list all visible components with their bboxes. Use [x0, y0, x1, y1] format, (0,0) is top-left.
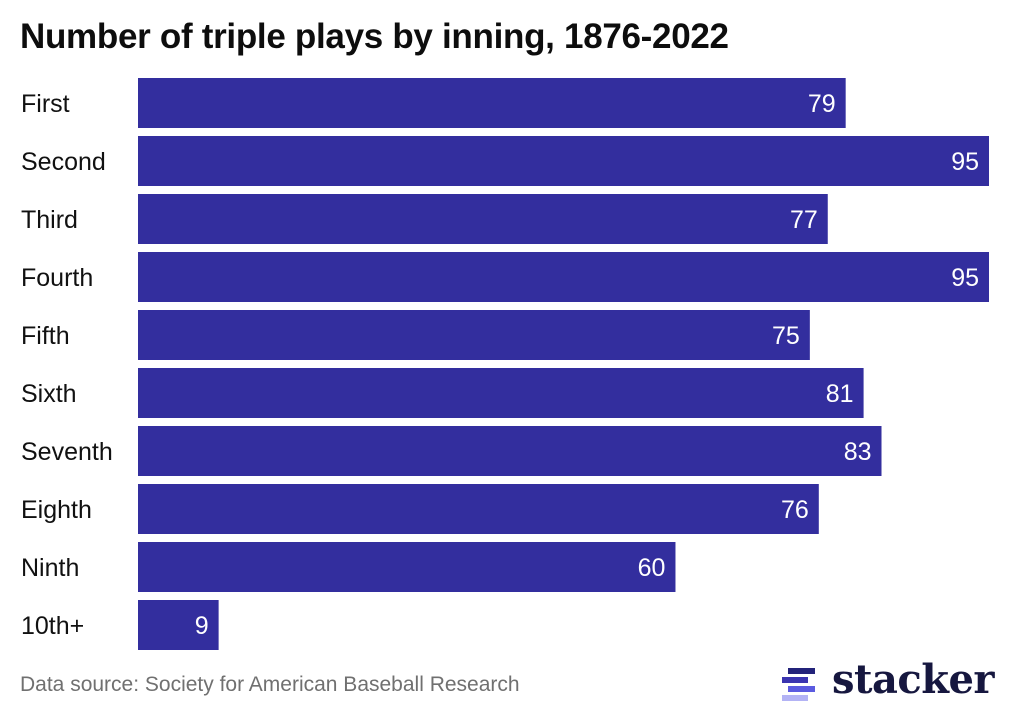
bar	[138, 78, 846, 128]
bar	[138, 194, 828, 244]
value-label: 95	[951, 264, 979, 292]
bar	[138, 600, 219, 650]
bar	[138, 252, 989, 302]
category-label: Sixth	[21, 380, 77, 408]
logo-bar-icon	[788, 686, 815, 692]
logo-bar-icon	[782, 677, 808, 683]
category-label: Second	[21, 148, 106, 176]
category-label: Ninth	[21, 554, 79, 582]
data-source: Data source: Society for American Baseba…	[20, 673, 520, 696]
bar	[138, 484, 819, 534]
category-label: 10th+	[21, 612, 84, 640]
bar-chart: First 79 Second 95 Third 77 Fourth 95 Fifth 75 Six…	[21, 78, 989, 650]
category-label: Fifth	[21, 322, 70, 350]
bar	[138, 136, 989, 186]
category-label: Seventh	[21, 438, 113, 466]
value-label: 9	[195, 612, 209, 640]
value-label: 79	[808, 90, 836, 118]
logo-bar-icon	[788, 668, 815, 674]
stacker-logo: stacker	[780, 656, 1000, 706]
bar	[138, 542, 676, 592]
bar	[138, 310, 810, 360]
value-label: 83	[844, 438, 872, 466]
category-label: Fourth	[21, 264, 93, 292]
chart-title: Number of triple plays by inning, 1876-2…	[20, 17, 729, 56]
logo-text: stacker	[832, 656, 995, 703]
value-label: 95	[951, 148, 979, 176]
category-label: First	[21, 90, 70, 118]
value-label: 81	[826, 380, 854, 408]
logo-bar-icon	[782, 695, 808, 701]
value-label: 75	[772, 322, 800, 350]
value-label: 60	[638, 554, 666, 582]
bar	[138, 368, 864, 418]
category-label: Eighth	[21, 496, 92, 524]
value-label: 77	[790, 206, 818, 234]
value-label: 76	[781, 496, 809, 524]
bar	[138, 426, 882, 476]
category-label: Third	[21, 206, 78, 234]
